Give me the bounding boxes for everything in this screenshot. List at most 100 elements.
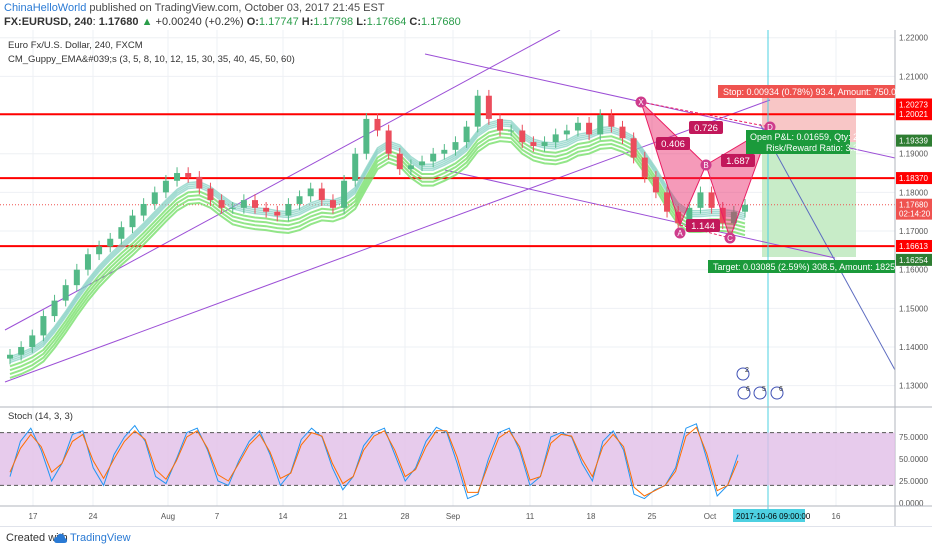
candle-body[interactable] bbox=[240, 200, 247, 208]
candle-body[interactable] bbox=[218, 200, 225, 208]
channel-lower-line[interactable] bbox=[4, 99, 771, 383]
candle-body[interactable] bbox=[396, 153, 403, 170]
stoch-k-line[interactable] bbox=[9, 423, 739, 500]
candle-body[interactable] bbox=[608, 115, 615, 127]
candle-body[interactable] bbox=[307, 188, 314, 197]
candle-body[interactable] bbox=[151, 192, 158, 204]
open-label: O: bbox=[246, 16, 259, 28]
candle-body[interactable] bbox=[51, 300, 58, 317]
candle-body[interactable] bbox=[196, 176, 203, 189]
candle-body[interactable] bbox=[329, 200, 336, 208]
candles[interactable] bbox=[7, 89, 748, 365]
candle-body[interactable] bbox=[40, 316, 47, 336]
candle-body[interactable] bbox=[252, 200, 258, 208]
candle-body[interactable] bbox=[207, 188, 214, 201]
price-label-bg bbox=[896, 98, 932, 111]
descending-lower-line[interactable] bbox=[444, 169, 836, 259]
pattern-point-label: A bbox=[677, 229, 683, 238]
quote-line: FX:EURUSD, 240: 1.17680 ▲ +0.00240 (+0.2… bbox=[4, 16, 461, 28]
price-axis[interactable]: 1.220001.210001.200001.190001.180001.170… bbox=[894, 30, 932, 526]
candle-body[interactable] bbox=[374, 118, 381, 131]
candle-body[interactable] bbox=[530, 142, 537, 146]
candle-body[interactable] bbox=[62, 285, 69, 301]
candle-body[interactable] bbox=[296, 196, 303, 204]
candle-body[interactable] bbox=[430, 153, 437, 162]
candle-body[interactable] bbox=[385, 130, 392, 154]
candle-body[interactable] bbox=[508, 130, 515, 132]
candle-body[interactable] bbox=[563, 130, 570, 135]
ema-slow-line bbox=[9, 136, 746, 376]
candle-body[interactable] bbox=[519, 130, 526, 143]
event-marker-icon[interactable] bbox=[770, 386, 784, 400]
stoch-d-line[interactable] bbox=[9, 426, 739, 497]
candle-body[interactable] bbox=[29, 335, 36, 348]
tradingview-link[interactable]: TradingView bbox=[70, 532, 131, 544]
risk-reward-label: Risk/Reward Ratio: 3.3 bbox=[766, 143, 858, 153]
candle-body[interactable] bbox=[18, 347, 25, 355]
candle-body[interactable] bbox=[263, 207, 270, 212]
candle-body[interactable] bbox=[107, 238, 114, 247]
candle-body[interactable] bbox=[586, 122, 593, 135]
event-markers[interactable]: 2 6 5 6 bbox=[736, 367, 784, 400]
candle-body[interactable] bbox=[96, 246, 103, 255]
price-label: 1.19339 bbox=[899, 137, 928, 146]
event-marker-label: 6 bbox=[779, 386, 783, 393]
candle-body[interactable] bbox=[664, 192, 671, 212]
candle-body[interactable] bbox=[675, 211, 682, 224]
indicator-legend: CM_Guppy_EMA&#039;s (3, 5, 8, 10, 12, 15… bbox=[8, 54, 295, 65]
candle-body[interactable] bbox=[140, 203, 147, 216]
candle-body[interactable] bbox=[730, 211, 737, 224]
candle-body[interactable] bbox=[274, 211, 281, 216]
ratio-label-bg bbox=[656, 137, 690, 150]
candle-body[interactable] bbox=[363, 118, 370, 154]
candle-body[interactable] bbox=[318, 188, 325, 201]
pattern-point-label: D bbox=[767, 123, 773, 132]
candle-body[interactable] bbox=[574, 122, 581, 131]
candle-body[interactable] bbox=[708, 192, 715, 208]
event-marker-icon[interactable] bbox=[737, 386, 751, 400]
price-tick-label: 1.19000 bbox=[899, 150, 928, 159]
candle-body[interactable] bbox=[452, 142, 459, 150]
time-tick-label: Aug bbox=[161, 512, 175, 521]
candle-body[interactable] bbox=[641, 157, 648, 177]
candle-body[interactable] bbox=[341, 180, 348, 208]
candle-body[interactable] bbox=[285, 203, 292, 216]
candle-body[interactable] bbox=[84, 254, 91, 270]
candle-body[interactable] bbox=[541, 142, 548, 146]
stochastic-pane[interactable]: 75.0000 50.0000 25.0000 0.0000 bbox=[0, 406, 932, 508]
open-pl-label: Open P&L: 0.01659, Qty: 26766 bbox=[750, 132, 878, 142]
pattern-xab-triangle[interactable] bbox=[640, 101, 707, 227]
candle-body[interactable] bbox=[441, 149, 448, 154]
author-link[interactable]: ChinaHelloWorld bbox=[4, 2, 87, 14]
candle-body[interactable] bbox=[686, 207, 693, 224]
candle-body[interactable] bbox=[73, 269, 80, 286]
event-marker-icon[interactable] bbox=[736, 367, 750, 381]
event-marker-icon[interactable] bbox=[753, 386, 767, 400]
chart-canvas[interactable]: X A B C D 0.726 0.406 1.687 1.144 1.22000 1.21000… bbox=[0, 30, 932, 526]
open-value: 1.17747 bbox=[258, 16, 299, 28]
candle-body[interactable] bbox=[497, 118, 503, 131]
time-tick-label: 11 bbox=[526, 512, 535, 521]
candle-body[interactable] bbox=[619, 126, 626, 139]
candle-body[interactable] bbox=[419, 161, 426, 166]
candle-body[interactable] bbox=[630, 138, 637, 158]
candle-body[interactable] bbox=[463, 126, 470, 143]
time-axis[interactable]: 17 24 Aug 7 14 21 28 Sep 11 18 25 Oct 16 2017-10-06 0… bbox=[0, 505, 932, 522]
candle-body[interactable] bbox=[552, 134, 559, 143]
candle-body[interactable] bbox=[352, 153, 359, 181]
candle-body[interactable] bbox=[129, 215, 136, 228]
candle-body[interactable] bbox=[742, 204, 748, 212]
candle-body[interactable] bbox=[407, 165, 414, 170]
candle-body[interactable] bbox=[229, 207, 236, 209]
candle-body[interactable] bbox=[485, 95, 492, 119]
candle-body[interactable] bbox=[652, 176, 659, 193]
candle-body[interactable] bbox=[474, 95, 481, 127]
candle-body[interactable] bbox=[697, 192, 704, 208]
candle-body[interactable] bbox=[7, 354, 13, 359]
candle-body[interactable] bbox=[174, 173, 181, 181]
candle-body[interactable] bbox=[185, 173, 192, 177]
candle-body[interactable] bbox=[597, 115, 604, 135]
stop-label: Stop: 0.00934 (0.78%) 93.4, Amount: 750.… bbox=[723, 87, 896, 97]
candle-body[interactable] bbox=[118, 227, 125, 239]
candle-body[interactable] bbox=[162, 180, 169, 193]
